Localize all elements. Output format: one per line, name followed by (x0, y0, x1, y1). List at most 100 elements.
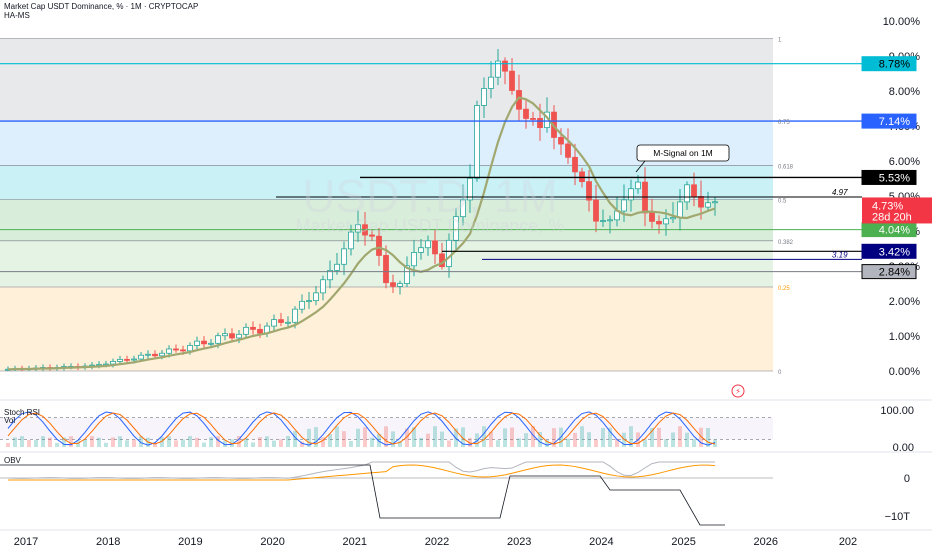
time-tick: 2022 (425, 536, 449, 548)
price-tag (861, 169, 917, 185)
volume-bar (41, 436, 45, 447)
candle-body (432, 240, 438, 255)
volume-bar (125, 440, 129, 447)
volume-bar (692, 439, 696, 447)
volume-bar (111, 437, 115, 447)
candle-body (684, 184, 690, 203)
candle-body (502, 60, 508, 72)
candle-body (446, 239, 452, 268)
candle-body (271, 319, 277, 327)
volume-bar (496, 440, 500, 447)
volume-bar (223, 440, 227, 447)
volume-bar (524, 433, 528, 447)
volume-bar (713, 439, 717, 447)
candle-body (691, 184, 697, 197)
candle-body (152, 353, 158, 357)
volume-bar (27, 440, 31, 447)
price-tag-text: 2.84% (879, 267, 910, 279)
volume-bar (188, 436, 192, 447)
obv-channel (0, 464, 725, 526)
volume-bar (118, 436, 122, 447)
candle-body (250, 326, 256, 330)
volume-bar (97, 437, 101, 447)
candle-body (698, 196, 704, 208)
candle-body (572, 156, 578, 173)
candle-body (495, 60, 501, 78)
volume-bar (433, 426, 437, 447)
volume-bar (517, 438, 521, 447)
volume-bar (48, 437, 52, 447)
candle-body (453, 216, 459, 241)
volume-bar (552, 428, 556, 447)
volume-bar (391, 431, 395, 447)
volume-bar (356, 428, 360, 447)
volume-bar (20, 436, 24, 447)
volume-bar (629, 426, 633, 447)
volume-bar (664, 439, 668, 447)
time-tick: 2023 (507, 536, 531, 548)
candle-body (257, 328, 263, 334)
fib-label: 1 (778, 38, 782, 44)
volume-bar (405, 428, 409, 447)
fib-label: 0.382 (778, 240, 794, 246)
volume-bar (419, 437, 423, 447)
volume-bar (279, 439, 283, 447)
volume-bar (244, 437, 248, 447)
candle-body (488, 76, 494, 89)
candle-body (411, 252, 417, 267)
volume-bar (594, 439, 598, 447)
price-tick: 10.00% (883, 16, 921, 28)
candle-body (208, 342, 214, 345)
volume-bar (461, 427, 465, 447)
volume-bar (202, 442, 206, 447)
time-tick: 2024 (589, 536, 613, 548)
obv-tick: −10T (885, 511, 911, 523)
stoch-d-line (7, 412, 716, 445)
volume-bar (531, 426, 535, 447)
volume-bar (489, 431, 493, 447)
volume-bar (370, 437, 374, 447)
volume-bar (321, 437, 325, 447)
volume-bar (657, 427, 661, 447)
candle-body (635, 181, 641, 190)
candle-body (187, 345, 193, 352)
time-tick: 2020 (260, 536, 284, 548)
candle-body (194, 340, 200, 346)
price-tag (861, 113, 917, 129)
current-price-text: 4.73% (872, 200, 903, 212)
volume-bar (300, 441, 304, 447)
time-tick: 2019 (178, 536, 202, 548)
candle-body (467, 177, 473, 201)
price-tick: 0.00% (889, 366, 920, 378)
candle-body (201, 340, 207, 345)
flash-glyph: ⚡ (735, 387, 741, 396)
candle-body (474, 105, 480, 179)
volume-bar (398, 440, 402, 447)
volume-bar (447, 440, 451, 447)
volume-bar (307, 428, 311, 447)
volume-bar (538, 431, 542, 447)
candle-body (124, 358, 130, 361)
flash-icon[interactable] (731, 384, 745, 398)
candle-body (404, 265, 410, 284)
candle-body (607, 219, 613, 222)
watermark-name: Market Cap USDT Dominance, % (296, 216, 565, 236)
candle-body (355, 224, 361, 233)
candle-body (243, 326, 249, 335)
volume-bar (475, 433, 479, 447)
candle-body (397, 283, 403, 287)
m-signal-annotation: M-Signal on 1M (635, 144, 730, 173)
volume-bar (482, 426, 486, 447)
volume-bar (601, 428, 605, 447)
volume-bar (258, 437, 262, 447)
volume-bar (349, 441, 353, 447)
time-tick: 2021 (343, 536, 367, 548)
candle-body (327, 270, 333, 281)
time-tick: 2017 (14, 536, 38, 548)
candle-body (236, 333, 242, 339)
time-tick: 2018 (96, 536, 120, 548)
candle-body (138, 354, 144, 360)
candle-body (523, 108, 529, 119)
